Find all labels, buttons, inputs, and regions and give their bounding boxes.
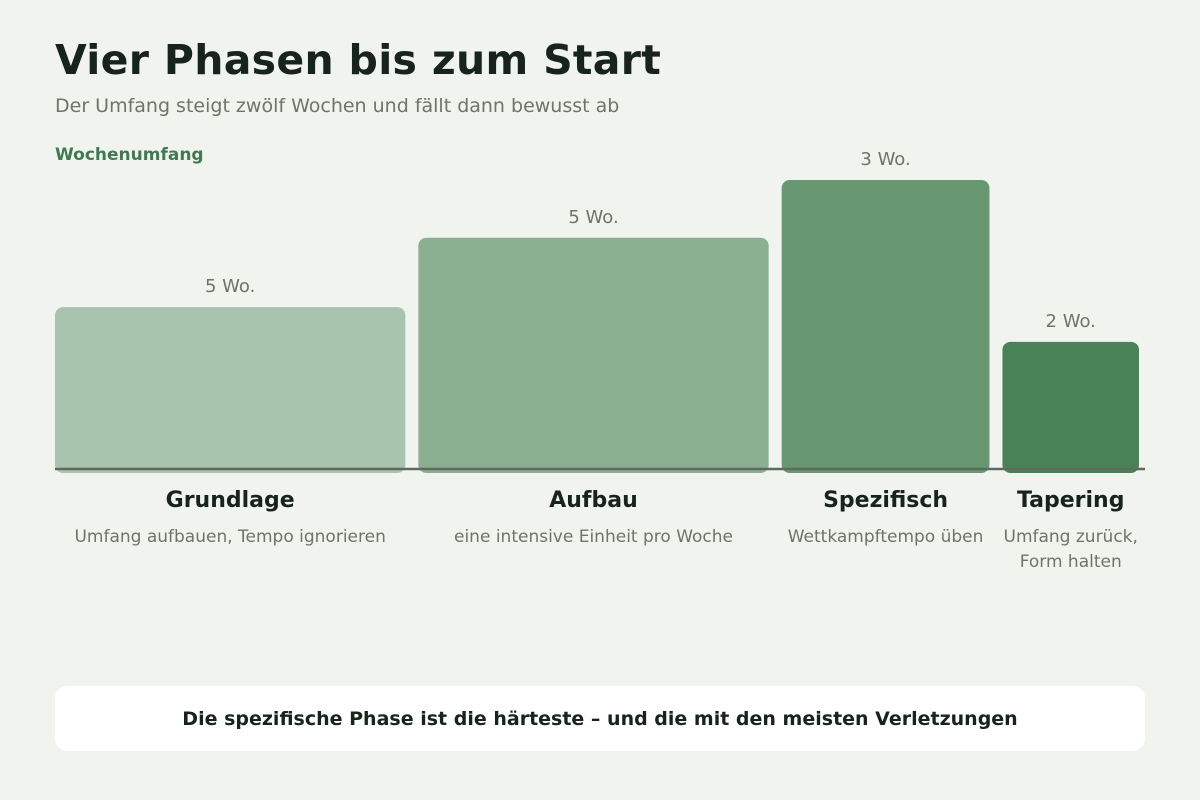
y-axis-label: Wochenumfang xyxy=(55,145,204,165)
category-label: Grundlage xyxy=(166,488,295,513)
bar-duration-label: 3 Wo. xyxy=(860,149,910,170)
bar-1 xyxy=(418,237,769,473)
callout-box: Die spezifische Phase ist die härteste –… xyxy=(55,686,1145,751)
callout-text: Die spezifische Phase ist die härteste –… xyxy=(182,707,1018,730)
category-label: Spezifisch xyxy=(823,488,948,513)
bar-2 xyxy=(781,180,990,473)
category-description: Umfang aufbauen, Tempo ignorieren xyxy=(74,527,385,547)
bar-duration-label: 5 Wo. xyxy=(205,276,255,297)
bar-0 xyxy=(55,307,406,473)
chart-title: Vier Phasen bis zum Start xyxy=(55,36,662,84)
category-description: Umfang zurück, Form halten xyxy=(1004,527,1138,572)
bar-duration-label: 5 Wo. xyxy=(568,207,618,228)
bar-duration-label: 2 Wo. xyxy=(1046,311,1096,332)
category-description: Wettkampftempo üben xyxy=(788,527,984,547)
category-label: Aufbau xyxy=(549,488,638,513)
chart-subtitle: Der Umfang steigt zwölf Wochen und fällt… xyxy=(55,95,620,117)
bar-3 xyxy=(1002,341,1139,473)
phase-bar-chart: 5 Wo. Grundlage Umfang aufbauen, Tempo ign… xyxy=(55,149,1145,572)
category-description: eine intensive Einheit pro Woche xyxy=(454,527,733,547)
category-label: Tapering xyxy=(1017,488,1125,513)
